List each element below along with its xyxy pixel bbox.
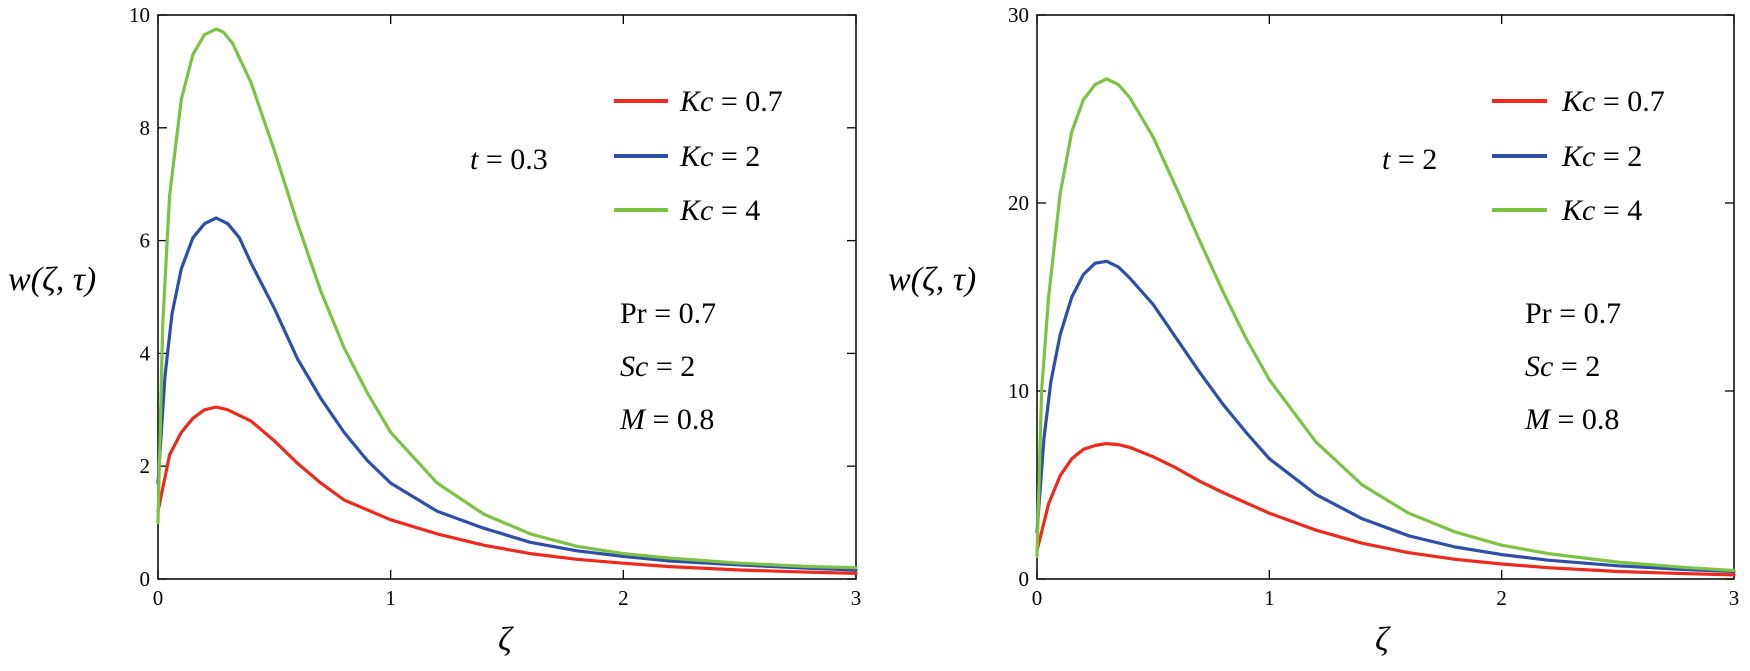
left-legend-var-1: Kc (679, 140, 713, 173)
right-param-pr-eq: = (1552, 297, 1584, 330)
left-time-var: t (470, 143, 479, 176)
right-series-group (1035, 77, 1736, 577)
left-legend-entry-kc-4: Kc = 4 (679, 194, 760, 227)
right-x-axis-label: ζ (1375, 621, 1391, 658)
left-y-tick-label: 0 (140, 567, 151, 591)
right-series-line-kc-0-7 (1035, 442, 1736, 577)
right-y-ticks: 0 10 20 30 (1008, 3, 1734, 591)
right-param-m-value: 0.8 (1582, 403, 1620, 436)
left-y-tick-label: 2 (140, 454, 151, 478)
left-param-m-eq: = (645, 403, 677, 436)
left-time-annotation: t = 0.3 (470, 143, 548, 176)
right-y-tick-label: 20 (1008, 191, 1029, 215)
left-param-pr-value: 0.7 (679, 297, 717, 330)
right-param-pr-value: 0.7 (1584, 297, 1622, 330)
left-time-value: 0.3 (510, 143, 548, 176)
left-param-sc-var: Sc (620, 350, 648, 383)
right-y-tick-label: 0 (1019, 567, 1030, 591)
right-y-tick-label: 10 (1008, 379, 1029, 403)
right-legend-entry-kc-4: Kc = 4 (1561, 194, 1642, 227)
left-legend-eq-2: = (713, 194, 745, 227)
right-legend-eq-0: = (1595, 85, 1627, 118)
right-x-tick-label: 0 (1032, 586, 1043, 610)
left-legend: Kc = 0.7 Kc = 2 Kc = 4 (614, 85, 783, 227)
right-y-axis-label: w(ζ, τ) (888, 261, 976, 298)
left-legend-value-2: 4 (745, 194, 760, 227)
right-legend: Kc = 0.7 Kc = 2 Kc = 4 (1492, 85, 1665, 227)
left-legend-entry-kc-2: Kc = 2 (679, 140, 760, 173)
left-time-eq: = (478, 143, 510, 176)
left-plot-frame (157, 14, 857, 580)
right-legend-value-0: 0.7 (1627, 85, 1665, 118)
right-param-pr: Pr = 0.7 (1525, 297, 1621, 330)
left-y-tick-label: 4 (140, 341, 151, 365)
right-x-ticks: 0 1 2 3 (1032, 15, 1740, 610)
right-time-eq: = (1390, 143, 1422, 176)
left-series-line-kc-0-7 (156, 405, 858, 576)
right-time-var: t (1382, 143, 1391, 176)
right-param-pr-var: Pr (1525, 297, 1552, 330)
right-legend-var-1: Kc (1561, 140, 1595, 173)
left-x-tick-label: 3 (851, 586, 862, 610)
right-param-sc-eq: = (1553, 350, 1585, 383)
right-param-sc: Sc = 2 (1525, 350, 1600, 383)
right-param-m-eq: = (1550, 403, 1582, 436)
left-parameters: Pr = 0.7 Sc = 2 M = 0.8 (619, 297, 716, 436)
right-legend-var-2: Kc (1561, 194, 1595, 227)
left-param-pr-eq: = (647, 297, 679, 330)
left-param-sc-value: 2 (680, 350, 695, 383)
right-legend-entry-kc-0-7: Kc = 0.7 (1561, 85, 1665, 118)
left-x-tick-label: 2 (618, 586, 629, 610)
left-legend-entry-kc-0-7: Kc = 0.7 (679, 85, 783, 118)
left-series-line-kc-2 (156, 216, 858, 572)
right-series-line-kc-4 (1035, 77, 1736, 573)
right-legend-eq-2: = (1595, 194, 1627, 227)
right-x-tick-label: 1 (1264, 586, 1275, 610)
left-y-axis-label: w(ζ, τ) (8, 261, 96, 298)
left-param-sc-eq: = (648, 350, 680, 383)
right-panel: 0 10 20 30 0 1 2 3 w(ζ, τ) ζ t = 2 Kc = 0.7 Kc… (888, 3, 1739, 658)
left-y-tick-label: 6 (140, 229, 151, 253)
right-param-m-var: M (1524, 403, 1552, 436)
right-legend-value-1: 2 (1627, 140, 1642, 173)
right-param-m: M = 0.8 (1524, 403, 1619, 436)
left-x-tick-label: 1 (385, 586, 396, 610)
left-param-m-var: M (619, 403, 647, 436)
left-legend-eq-0: = (713, 85, 745, 118)
left-y-ticks: 0 2 4 6 8 10 (129, 3, 856, 591)
left-legend-var-2: Kc (679, 194, 713, 227)
right-time-value: 2 (1422, 143, 1437, 176)
right-plot-frame (1036, 14, 1735, 580)
left-legend-var-0: Kc (679, 85, 713, 118)
left-y-tick-label: 8 (140, 116, 151, 140)
right-time-annotation: t = 2 (1382, 143, 1437, 176)
right-x-tick-label: 2 (1496, 586, 1507, 610)
left-legend-value-1: 2 (745, 140, 760, 173)
right-series-line-kc-2 (1035, 259, 1736, 574)
left-legend-eq-1: = (713, 140, 745, 173)
right-legend-eq-1: = (1595, 140, 1627, 173)
left-legend-value-0: 0.7 (745, 85, 783, 118)
right-param-sc-var: Sc (1525, 350, 1553, 383)
right-legend-value-2: 4 (1627, 194, 1642, 227)
right-param-sc-value: 2 (1585, 350, 1600, 383)
left-param-m-value: 0.8 (677, 403, 715, 436)
left-param-sc: Sc = 2 (620, 350, 695, 383)
right-x-tick-label: 3 (1729, 586, 1740, 610)
left-x-axis-label: ζ (498, 621, 514, 658)
right-parameters: Pr = 0.7 Sc = 2 M = 0.8 (1524, 297, 1621, 436)
left-x-tick-label: 0 (153, 586, 164, 610)
left-series-group (156, 27, 858, 576)
left-param-m: M = 0.8 (619, 403, 714, 436)
left-panel: 0 2 4 6 8 10 0 1 2 3 w(ζ, τ) ζ t = 0.3 Kc = 0.7 … (8, 3, 861, 658)
right-legend-var-0: Kc (1561, 85, 1595, 118)
left-param-pr: Pr = 0.7 (620, 297, 716, 330)
right-legend-entry-kc-2: Kc = 2 (1561, 140, 1642, 173)
left-series-line-kc-4 (156, 27, 858, 570)
left-param-pr-var: Pr (620, 297, 647, 330)
right-y-tick-label: 30 (1008, 3, 1029, 27)
left-y-tick-label: 10 (129, 3, 150, 27)
